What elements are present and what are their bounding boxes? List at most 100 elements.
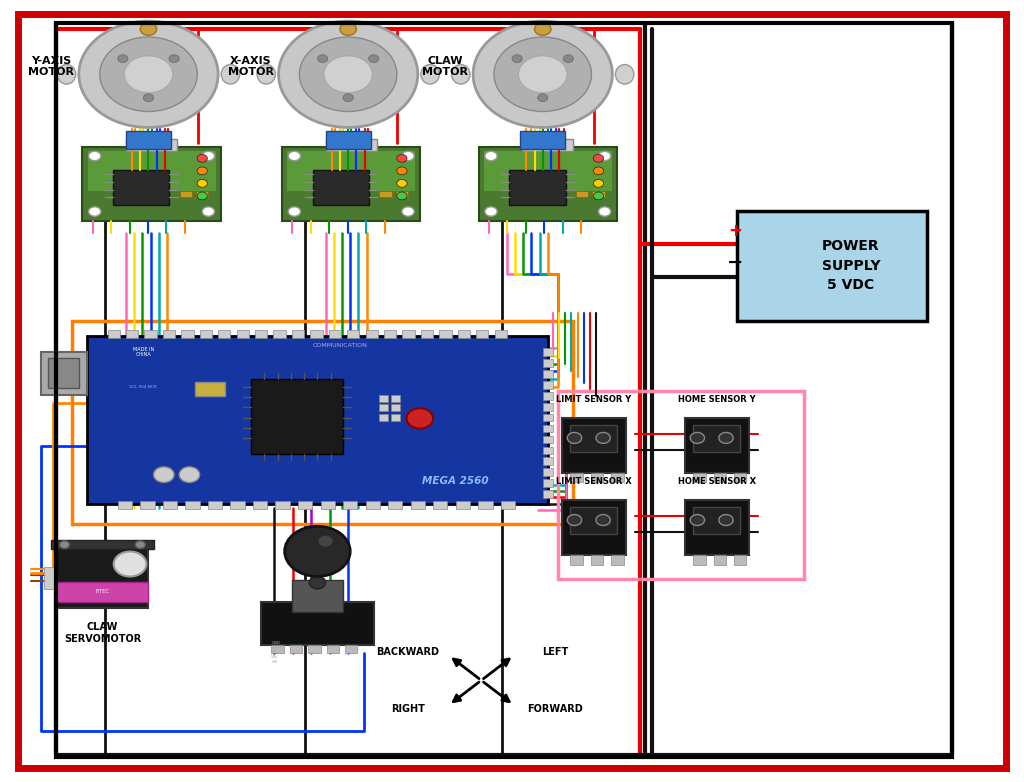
FancyBboxPatch shape <box>734 473 746 482</box>
FancyBboxPatch shape <box>366 330 378 338</box>
Text: FORWARD: FORWARD <box>527 704 583 714</box>
FancyBboxPatch shape <box>543 436 553 443</box>
FancyBboxPatch shape <box>433 501 447 509</box>
FancyBboxPatch shape <box>144 330 157 338</box>
FancyBboxPatch shape <box>283 146 421 221</box>
FancyBboxPatch shape <box>543 414 553 421</box>
FancyBboxPatch shape <box>321 501 335 509</box>
Text: MEGA 2560: MEGA 2560 <box>422 476 489 486</box>
FancyBboxPatch shape <box>195 382 225 396</box>
Circle shape <box>407 408 433 429</box>
Circle shape <box>594 180 604 187</box>
Circle shape <box>535 23 551 35</box>
Ellipse shape <box>57 64 76 84</box>
FancyBboxPatch shape <box>591 473 603 482</box>
FancyBboxPatch shape <box>208 501 222 509</box>
FancyBboxPatch shape <box>292 330 304 338</box>
FancyBboxPatch shape <box>384 330 396 338</box>
FancyBboxPatch shape <box>543 468 553 476</box>
Ellipse shape <box>452 64 470 84</box>
FancyBboxPatch shape <box>379 404 388 411</box>
FancyBboxPatch shape <box>693 507 740 534</box>
Circle shape <box>369 55 379 63</box>
Ellipse shape <box>615 64 634 84</box>
Circle shape <box>99 37 198 112</box>
FancyBboxPatch shape <box>218 330 230 338</box>
FancyBboxPatch shape <box>402 330 415 338</box>
Text: X-AXIS
MOTOR: X-AXIS MOTOR <box>228 56 273 77</box>
FancyBboxPatch shape <box>411 501 425 509</box>
Circle shape <box>179 467 200 482</box>
Text: HOME SENSOR Y: HOME SENSOR Y <box>678 395 756 404</box>
FancyBboxPatch shape <box>200 330 212 338</box>
Circle shape <box>343 94 353 102</box>
FancyBboxPatch shape <box>273 330 286 338</box>
Circle shape <box>340 23 356 35</box>
Circle shape <box>59 541 70 549</box>
Circle shape <box>279 21 418 127</box>
FancyBboxPatch shape <box>543 479 553 487</box>
FancyBboxPatch shape <box>290 645 302 653</box>
FancyBboxPatch shape <box>495 330 507 338</box>
Text: POWER
SUPPLY
5 VDC: POWER SUPPLY 5 VDC <box>821 239 881 292</box>
FancyBboxPatch shape <box>592 191 604 197</box>
FancyBboxPatch shape <box>197 191 209 197</box>
Circle shape <box>719 432 733 443</box>
Circle shape <box>309 576 326 589</box>
Text: BACKWARD: BACKWARD <box>376 647 439 657</box>
Circle shape <box>690 515 705 526</box>
Circle shape <box>397 155 408 162</box>
Circle shape <box>594 155 604 162</box>
FancyBboxPatch shape <box>237 330 249 338</box>
Circle shape <box>135 541 145 549</box>
FancyBboxPatch shape <box>44 567 56 589</box>
FancyBboxPatch shape <box>484 150 612 192</box>
FancyBboxPatch shape <box>391 414 400 421</box>
FancyBboxPatch shape <box>478 501 493 509</box>
Circle shape <box>169 55 179 63</box>
FancyBboxPatch shape <box>456 501 470 509</box>
FancyBboxPatch shape <box>56 549 148 608</box>
Ellipse shape <box>421 64 439 84</box>
FancyBboxPatch shape <box>261 602 374 645</box>
Circle shape <box>594 192 604 199</box>
Circle shape <box>88 151 100 161</box>
FancyBboxPatch shape <box>737 211 927 321</box>
FancyBboxPatch shape <box>543 392 553 400</box>
FancyBboxPatch shape <box>308 645 321 653</box>
FancyBboxPatch shape <box>379 395 388 402</box>
Circle shape <box>518 56 567 93</box>
FancyBboxPatch shape <box>287 150 416 192</box>
Text: CLAW
MOTOR: CLAW MOTOR <box>423 56 468 77</box>
FancyBboxPatch shape <box>251 379 343 454</box>
FancyBboxPatch shape <box>543 457 553 465</box>
FancyBboxPatch shape <box>298 501 312 509</box>
Circle shape <box>567 515 582 526</box>
Circle shape <box>197 155 207 162</box>
Circle shape <box>563 55 573 63</box>
FancyBboxPatch shape <box>379 414 388 421</box>
FancyBboxPatch shape <box>310 330 323 338</box>
FancyBboxPatch shape <box>421 330 433 338</box>
Text: CLAW
SERVOMOTOR: CLAW SERVOMOTOR <box>63 622 141 644</box>
FancyBboxPatch shape <box>230 501 245 509</box>
FancyBboxPatch shape <box>714 555 726 565</box>
Circle shape <box>397 192 408 199</box>
Text: RIGHT: RIGHT <box>391 704 425 714</box>
FancyBboxPatch shape <box>313 170 369 205</box>
FancyBboxPatch shape <box>181 330 194 338</box>
FancyBboxPatch shape <box>570 473 583 482</box>
Circle shape <box>401 151 414 161</box>
FancyBboxPatch shape <box>108 330 120 338</box>
Ellipse shape <box>257 64 275 84</box>
FancyBboxPatch shape <box>734 555 746 565</box>
FancyBboxPatch shape <box>51 540 154 549</box>
FancyBboxPatch shape <box>543 359 553 367</box>
FancyBboxPatch shape <box>163 330 175 338</box>
Circle shape <box>598 151 610 161</box>
Circle shape <box>318 536 333 547</box>
FancyBboxPatch shape <box>522 139 573 150</box>
FancyBboxPatch shape <box>87 336 548 504</box>
FancyBboxPatch shape <box>48 358 79 388</box>
FancyBboxPatch shape <box>326 131 371 149</box>
